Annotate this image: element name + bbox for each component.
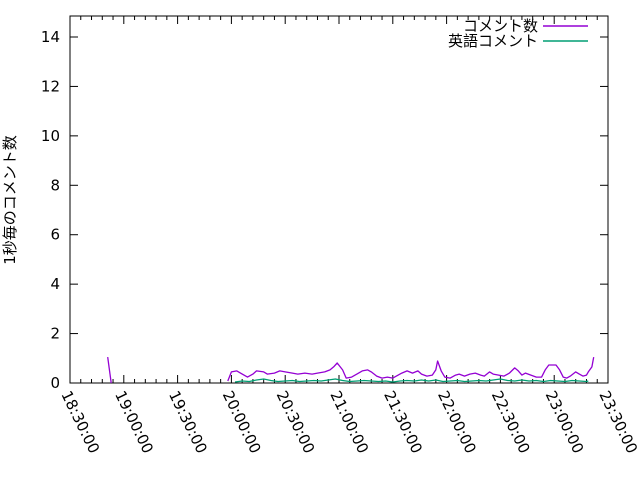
x-tick-label: 20:00:00: [219, 388, 265, 456]
y-tick-label: 6: [50, 226, 60, 244]
x-tick-label: 19:00:00: [111, 388, 157, 456]
x-tick-label: 23:00:00: [542, 388, 588, 456]
y-tick-label: 4: [50, 275, 60, 293]
y-tick-label: 10: [41, 127, 60, 145]
series-line-english-comments: [234, 378, 589, 383]
y-tick-label: 8: [50, 176, 60, 194]
legend-label-comments: コメント数: [463, 17, 538, 35]
x-tick-label: 19:30:00: [165, 388, 211, 456]
x-tick-label: 23:30:00: [595, 388, 640, 456]
series-lines: [107, 356, 595, 384]
y-tick-label: 12: [41, 77, 60, 95]
x-tick-label: 22:30:00: [488, 388, 534, 456]
x-tick-label: 20:30:00: [273, 388, 319, 456]
y-tick-label: 14: [41, 28, 60, 46]
legend-label-english-comments: 英語コメント: [448, 32, 538, 50]
x-tick-label: 18:30:00: [57, 388, 103, 456]
y-axis-title: 1秒毎のコメント数: [1, 135, 19, 265]
legend: コメント数 英語コメント: [448, 17, 588, 50]
series-line-comments: [227, 356, 595, 382]
x-tick-label: 21:00:00: [326, 388, 372, 456]
x-tick-label: 21:30:00: [380, 388, 426, 456]
y-tick-label: 2: [50, 325, 60, 343]
plot-border: [69, 15, 609, 384]
y-tick-label: 0: [50, 374, 60, 392]
axis-ticks: 18:30:00 19:00:00 19:30:00 20:00:00 20:30:00…: [41, 16, 640, 456]
x-tick-label: 22:00:00: [434, 388, 480, 456]
series-line-comments: [107, 357, 112, 384]
